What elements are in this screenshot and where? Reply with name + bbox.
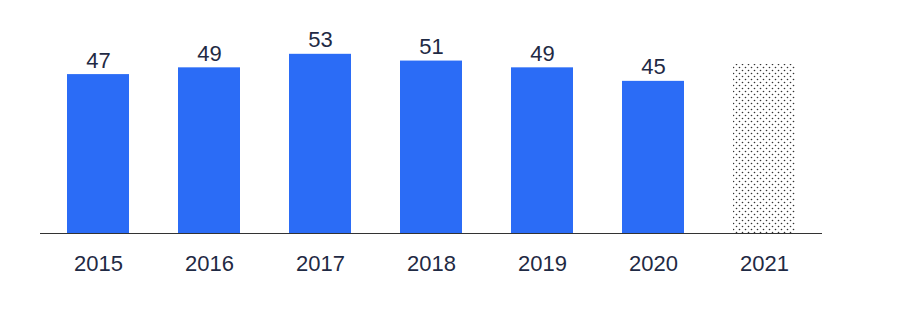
svg-text:45: 45 (641, 54, 665, 79)
svg-text:2016: 2016 (185, 251, 234, 276)
svg-text:2017: 2017 (296, 251, 345, 276)
svg-text:53: 53 (308, 27, 332, 52)
svg-text:2015: 2015 (74, 251, 123, 276)
svg-text:2019: 2019 (518, 251, 567, 276)
svg-text:49: 49 (197, 41, 221, 66)
svg-text:47: 47 (86, 48, 110, 73)
svg-text:2018: 2018 (407, 251, 456, 276)
svg-text:2021: 2021 (740, 251, 789, 276)
svg-text:2020: 2020 (629, 251, 678, 276)
svg-text:51: 51 (419, 34, 443, 59)
svg-text:49: 49 (530, 41, 554, 66)
